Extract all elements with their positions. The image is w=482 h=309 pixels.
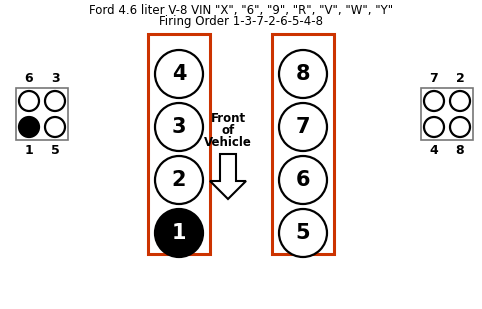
Circle shape bbox=[45, 91, 65, 111]
Text: 6: 6 bbox=[296, 170, 310, 190]
Circle shape bbox=[279, 50, 327, 98]
Polygon shape bbox=[210, 154, 246, 199]
Text: 8: 8 bbox=[455, 143, 464, 156]
Text: 4: 4 bbox=[172, 64, 186, 84]
Text: Vehicle: Vehicle bbox=[204, 136, 252, 149]
Text: of: of bbox=[221, 124, 235, 137]
Bar bbox=[148, 34, 210, 254]
Text: 1: 1 bbox=[25, 143, 33, 156]
Circle shape bbox=[450, 117, 470, 137]
Circle shape bbox=[155, 103, 203, 151]
Text: 8: 8 bbox=[296, 64, 310, 84]
Text: 4: 4 bbox=[429, 143, 438, 156]
Circle shape bbox=[19, 91, 39, 111]
Text: 1: 1 bbox=[172, 223, 186, 243]
Circle shape bbox=[279, 209, 327, 257]
Text: 2: 2 bbox=[172, 170, 186, 190]
Circle shape bbox=[45, 117, 65, 137]
Bar bbox=[272, 34, 334, 254]
Text: 6: 6 bbox=[25, 71, 33, 84]
Circle shape bbox=[279, 156, 327, 204]
Text: 7: 7 bbox=[296, 117, 310, 137]
Circle shape bbox=[279, 103, 327, 151]
Circle shape bbox=[450, 91, 470, 111]
Text: 5: 5 bbox=[51, 143, 59, 156]
Text: 2: 2 bbox=[455, 71, 464, 84]
Text: 7: 7 bbox=[429, 71, 438, 84]
Bar bbox=[16, 88, 68, 140]
Circle shape bbox=[155, 156, 203, 204]
Text: 5: 5 bbox=[295, 223, 310, 243]
Text: Ford 4.6 liter V-8 VIN "X", "6", "9", "R", "V", "W", "Y": Ford 4.6 liter V-8 VIN "X", "6", "9", "R… bbox=[89, 4, 393, 17]
Text: 3: 3 bbox=[172, 117, 186, 137]
Text: 3: 3 bbox=[51, 71, 59, 84]
Circle shape bbox=[155, 209, 203, 257]
Circle shape bbox=[424, 117, 444, 137]
Text: Firing Order 1-3-7-2-6-5-4-8: Firing Order 1-3-7-2-6-5-4-8 bbox=[159, 15, 323, 28]
Circle shape bbox=[424, 91, 444, 111]
Bar bbox=[421, 88, 473, 140]
Text: Front: Front bbox=[211, 112, 245, 125]
Circle shape bbox=[19, 117, 39, 137]
Circle shape bbox=[155, 50, 203, 98]
